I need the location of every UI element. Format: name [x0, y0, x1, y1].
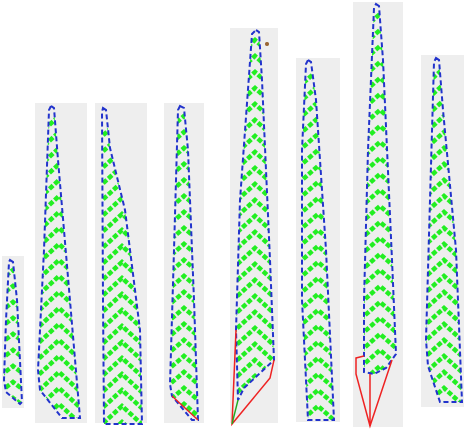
blade-outline: [168, 104, 200, 421]
chevron-stroke: [4, 315, 22, 330]
blade-shape: [302, 60, 334, 420]
chevron-stroke: [364, 331, 396, 354]
blade-outline: [36, 104, 82, 419]
speck: [265, 42, 269, 46]
blade-outline: [424, 56, 464, 403]
chevron-stroke: [302, 419, 334, 420]
chevron-stroke: [102, 306, 142, 334]
red-extension: [231, 329, 275, 427]
chevron-stroke: [102, 194, 142, 222]
chevron-stroke: [170, 353, 198, 374]
chevron-stroke: [4, 331, 22, 346]
blade-shape: [102, 108, 142, 424]
red-extension: [231, 399, 239, 425]
panel-2: [35, 103, 87, 423]
chevron-stroke: [426, 336, 462, 362]
chevron-stroke: [38, 368, 80, 397]
chevron-stroke: [170, 369, 198, 390]
chevron-stroke: [102, 418, 142, 424]
chevron-stroke: [102, 290, 142, 318]
chevron-stroke: [102, 242, 142, 270]
blade-outline: [234, 28, 276, 401]
panel-3: [95, 103, 147, 425]
chevron-stroke: [102, 274, 142, 302]
chevron-stroke: [236, 292, 274, 319]
red-extension: [171, 395, 199, 421]
chevron-stroke: [364, 315, 396, 338]
chevron-stroke: [364, 283, 396, 306]
panel-8: [421, 55, 466, 429]
red-extension: [355, 355, 393, 429]
blade-outline: [363, 2, 398, 376]
chevron-stroke: [4, 283, 22, 298]
chevron-stroke: [236, 308, 274, 335]
chevron-stroke: [236, 324, 274, 351]
chevron-stroke: [102, 402, 142, 424]
chevron-stroke: [422, 420, 466, 429]
chevron-stroke: [364, 299, 396, 322]
chevron-stroke: [4, 363, 22, 378]
chevron-stroke: [4, 379, 22, 394]
panel-4: [164, 103, 204, 423]
chevron-stroke: [102, 354, 142, 382]
chevron-stroke: [102, 370, 142, 398]
chevron-stroke: [102, 322, 142, 350]
panel-7: [353, 2, 403, 429]
chevron-stroke: [102, 338, 142, 366]
panel-1: [0, 256, 26, 424]
chevron-stroke: [4, 299, 22, 314]
chevron-stroke: [0, 414, 26, 424]
panel-6: [296, 58, 340, 422]
blade-outline: [2, 258, 24, 406]
chevron-stroke: [4, 347, 22, 362]
chevron-stroke: [102, 386, 142, 414]
blade-shape: [364, 4, 396, 374]
chevron-stroke: [102, 226, 142, 254]
chevron-stroke: [232, 424, 278, 429]
chevron-stroke: [236, 340, 274, 367]
blade-outline: [100, 106, 144, 425]
panel-5: [230, 28, 278, 429]
chevron-stroke: [102, 210, 142, 238]
chevron-stroke: [102, 258, 142, 286]
chevron-stroke: [236, 276, 274, 303]
